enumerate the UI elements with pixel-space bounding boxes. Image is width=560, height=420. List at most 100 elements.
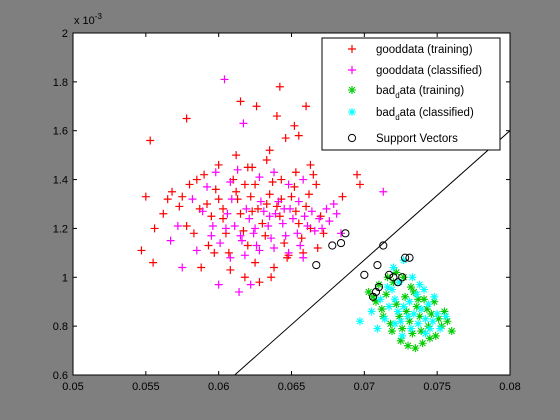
data-point — [302, 102, 311, 111]
data-point — [371, 297, 380, 306]
data-point — [392, 268, 401, 277]
data-point — [422, 305, 431, 314]
data-point — [166, 236, 175, 245]
data-point — [182, 221, 191, 230]
data-point — [265, 212, 274, 221]
data-point — [376, 295, 385, 304]
data-point — [237, 236, 246, 245]
support-vector-point — [384, 270, 394, 279]
data-point — [211, 185, 220, 194]
data-point — [411, 344, 420, 353]
data-point — [137, 246, 146, 255]
data-point — [281, 231, 290, 240]
data-point — [210, 248, 219, 257]
data-point — [277, 175, 286, 184]
data-point — [236, 97, 245, 106]
data-point — [264, 221, 273, 230]
data-point — [211, 168, 220, 177]
data-point — [198, 207, 207, 216]
data-point — [318, 224, 327, 233]
data-point — [236, 209, 245, 218]
y-tick-label: 1.2 — [53, 223, 68, 235]
data-point — [207, 231, 216, 240]
data-point — [197, 263, 206, 272]
data-point — [412, 290, 421, 299]
data-point — [259, 207, 268, 216]
legend-label-baddata-classified: baddata (classified) — [376, 107, 474, 122]
data-point — [252, 241, 261, 250]
data-point — [246, 280, 255, 289]
support-vector-point — [401, 253, 410, 262]
data-point — [178, 263, 187, 272]
data-point — [389, 263, 398, 272]
series-group — [166, 75, 388, 296]
data-point — [239, 226, 248, 235]
data-point — [280, 204, 289, 213]
data-point — [159, 209, 168, 218]
legend-marker — [348, 108, 356, 116]
data-point — [329, 200, 338, 208]
data-point — [355, 180, 364, 189]
data-point — [220, 75, 229, 84]
data-point — [232, 187, 241, 196]
data-point — [434, 314, 443, 323]
data-point — [146, 136, 155, 145]
legend-label-gooddata-classified: gooddata (classified) — [376, 65, 482, 77]
data-point — [284, 180, 293, 189]
data-point — [278, 219, 287, 228]
data-point — [251, 258, 260, 267]
support-vector-point — [373, 260, 382, 270]
data-point — [427, 309, 436, 318]
data-point — [414, 295, 423, 304]
data-point — [383, 273, 392, 282]
data-point — [431, 331, 440, 340]
data-point — [296, 241, 305, 250]
data-point — [288, 214, 297, 223]
data-point — [310, 226, 319, 235]
data-point — [395, 278, 404, 287]
data-point — [262, 200, 271, 208]
data-point — [390, 319, 399, 328]
data-point — [443, 317, 452, 326]
data-point — [173, 221, 182, 230]
data-point — [396, 336, 405, 345]
data-point — [299, 175, 308, 184]
data-point — [226, 178, 235, 187]
data-point — [258, 219, 267, 228]
data-point — [383, 283, 392, 292]
data-point — [338, 192, 347, 201]
data-point — [256, 197, 265, 206]
data-point — [399, 302, 408, 311]
data-point — [369, 292, 378, 301]
data-point — [382, 290, 391, 299]
y-tick-label: 1.8 — [53, 77, 68, 89]
data-point — [294, 219, 303, 228]
data-point — [281, 134, 290, 143]
legend-label-support-vectors: Support Vectors — [376, 133, 458, 145]
data-point — [388, 327, 397, 336]
support-vector-point — [341, 229, 350, 238]
data-point — [265, 146, 274, 155]
data-point — [398, 324, 407, 333]
data-point — [304, 190, 313, 199]
data-point — [233, 165, 242, 174]
data-point — [386, 319, 395, 328]
data-point — [306, 160, 315, 169]
data-series — [137, 75, 456, 353]
data-point — [420, 295, 429, 304]
data-point — [262, 156, 271, 165]
data-point — [417, 305, 426, 314]
decision-boundary-line — [234, 130, 511, 376]
x-tick-label: 0.08 — [499, 381, 520, 393]
data-point — [232, 151, 241, 160]
data-point — [240, 273, 249, 282]
data-point — [367, 307, 376, 316]
data-point — [230, 221, 239, 230]
data-point — [406, 283, 415, 292]
data-point — [430, 297, 439, 306]
data-point — [175, 202, 184, 211]
data-point — [433, 309, 442, 318]
data-point — [168, 187, 177, 196]
data-point — [389, 278, 398, 287]
data-point — [424, 300, 433, 309]
